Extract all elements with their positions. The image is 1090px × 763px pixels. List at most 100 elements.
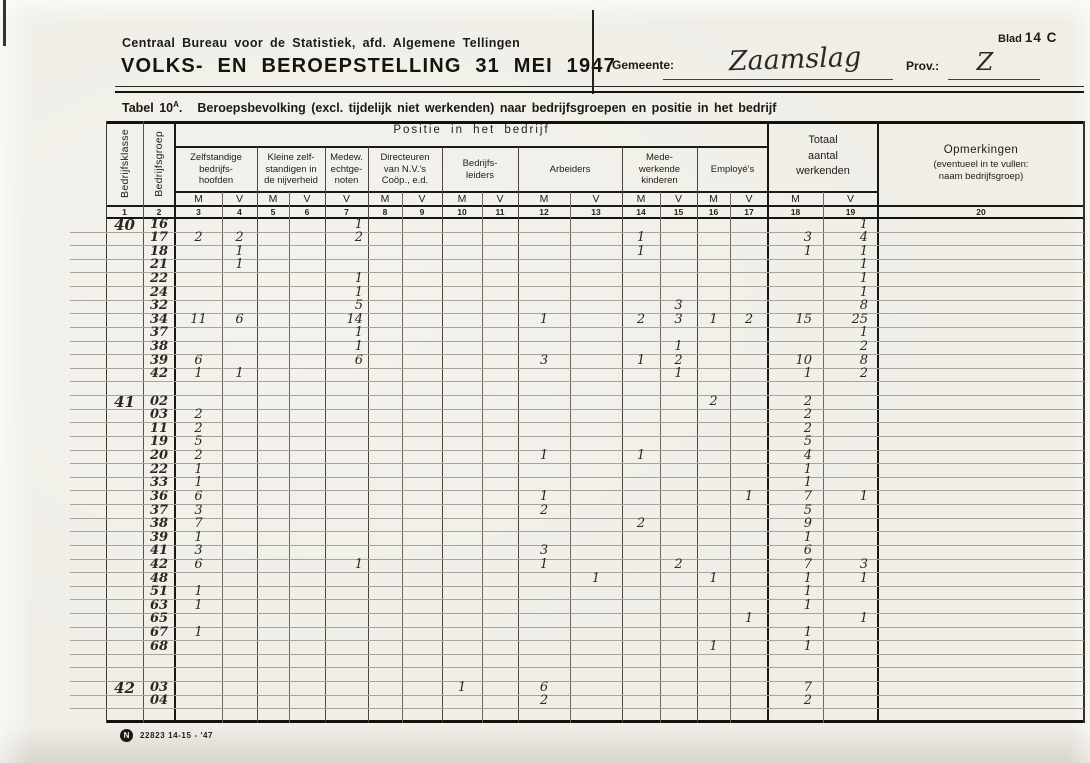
cell-value: 1 (803, 529, 812, 545)
cell-value: 1 (859, 325, 868, 341)
cell-value: 1 (539, 557, 549, 572)
klasse-value: 40 (114, 215, 135, 234)
groep-value: 20 (149, 448, 169, 464)
row-rule (70, 435, 1084, 437)
cell-value: 1 (709, 570, 718, 586)
org-line: Centraal Bureau voor de Statistiek, afd.… (122, 36, 521, 50)
column-number: 8 (382, 207, 388, 217)
mv-header-cell: V (235, 193, 243, 205)
cell-value: 7 (194, 516, 203, 532)
cell-value: 3 (194, 502, 203, 518)
cell-value: 1 (803, 584, 812, 600)
cell-value: 1 (803, 461, 812, 477)
cell-value: 1 (674, 366, 683, 382)
column-number: 14 (636, 207, 646, 217)
table-rule (257, 147, 258, 723)
mv-header-cell: M (791, 193, 800, 205)
cell-value: 2 (194, 448, 203, 464)
cell-value: 2 (803, 407, 812, 423)
cell-value: 2 (235, 230, 244, 246)
blad-number: Blad 14 C (998, 30, 1057, 45)
groep-value: 03 (149, 407, 169, 423)
klasse-value: 41 (114, 392, 135, 411)
table-rule (106, 121, 107, 723)
cell-value: 1 (709, 311, 718, 327)
blad-label: Blad (998, 33, 1022, 45)
cell-value: 4 (803, 448, 812, 464)
mv-header-cell: V (592, 193, 600, 205)
printer-mark-icon: N (120, 729, 133, 742)
table-rule (175, 146, 768, 148)
groep-value: 11 (149, 420, 169, 436)
print-code: 22823 14-15 - '47 (140, 731, 214, 740)
cell-value: 5 (803, 502, 812, 518)
table-rule (823, 192, 824, 723)
table-rule (325, 147, 326, 723)
row-rule (70, 367, 1084, 369)
column-group-label: Zelfstandige bedrijfs- hoofden (190, 151, 242, 187)
column-group-label: Bedrijfs- leiders (462, 157, 498, 181)
cell-value: 3 (674, 311, 683, 327)
row-rule (70, 667, 1084, 669)
cell-value: 3 (674, 298, 683, 314)
row-rule (70, 531, 1084, 533)
table-title-sup: A (173, 100, 179, 109)
row-rule (70, 681, 1084, 683)
mv-header-cell: M (380, 193, 390, 205)
cell-value: 1 (457, 679, 467, 695)
table-rule (143, 121, 144, 723)
column-group-label: Employé's (710, 163, 755, 175)
cell-value: 1 (803, 597, 812, 613)
cell-value: 1 (194, 529, 203, 545)
cell-value: 3 (539, 352, 549, 368)
groep-value: 37 (149, 325, 169, 341)
cell-value: 1 (539, 488, 549, 504)
klasse-value: 42 (114, 678, 135, 697)
cell-value: 2 (859, 339, 868, 355)
column-number: 19 (845, 207, 856, 217)
cell-value: 3 (803, 230, 812, 246)
row-rule (70, 245, 1084, 247)
row-rule (70, 313, 1084, 315)
row-rule (70, 340, 1084, 342)
row-rule (70, 286, 1084, 288)
row-rule (70, 640, 1084, 642)
cell-value: 2 (194, 407, 203, 423)
groep-value: 17 (149, 230, 169, 246)
groep-value: 38 (149, 516, 169, 532)
groep-value: 34 (149, 311, 169, 327)
column-group-label: Mede- werkende kinderen (638, 151, 681, 187)
cell-value: 15 (795, 311, 812, 327)
table-rule (402, 192, 403, 723)
column-number: 13 (591, 207, 601, 217)
blad-value: 14 C (1024, 30, 1058, 45)
table-rule (482, 192, 483, 723)
row-rule (70, 381, 1084, 383)
cell-value: 1 (539, 311, 549, 327)
groep-value: 03 (149, 679, 169, 695)
cell-value: 2 (354, 230, 363, 246)
cell-value: 1 (636, 352, 646, 368)
cell-value: 10 (795, 352, 812, 368)
column-number: 4 (237, 207, 242, 217)
cell-value: 1 (354, 325, 363, 341)
cell-value: 7 (803, 557, 812, 572)
cell-value: 2 (674, 352, 683, 368)
column-number: 7 (344, 207, 349, 217)
cell-value: 1 (744, 488, 754, 504)
mv-header-cell: M (709, 193, 718, 205)
row-rule (70, 272, 1084, 274)
cell-value: 2 (803, 393, 812, 409)
table-rule (518, 147, 519, 723)
groep-value: 39 (149, 352, 169, 368)
mv-header-cell: V (745, 193, 753, 205)
cell-value: 1 (859, 488, 868, 504)
cell-value: 1 (744, 611, 754, 627)
row-rule (70, 326, 1084, 328)
cell-value: 1 (859, 284, 868, 300)
cell-value: 1 (194, 584, 203, 600)
opmerkingen-column-header: Opmerkingen (eventueel in te vullen: naa… (933, 143, 1029, 182)
cell-value: 2 (539, 502, 549, 518)
cell-value: 1 (674, 339, 683, 355)
